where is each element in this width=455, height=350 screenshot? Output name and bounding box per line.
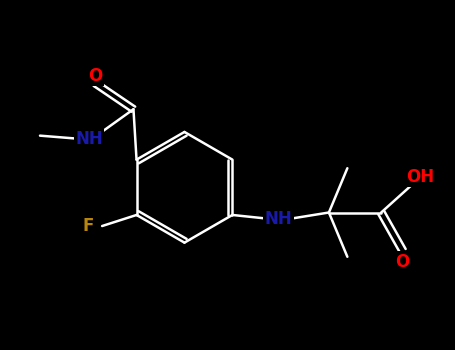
Text: F: F — [83, 217, 94, 235]
Text: O: O — [395, 253, 410, 271]
Text: NH: NH — [76, 130, 103, 148]
Text: O: O — [88, 67, 102, 85]
Text: OH: OH — [406, 168, 434, 186]
Text: NH: NH — [265, 210, 293, 228]
